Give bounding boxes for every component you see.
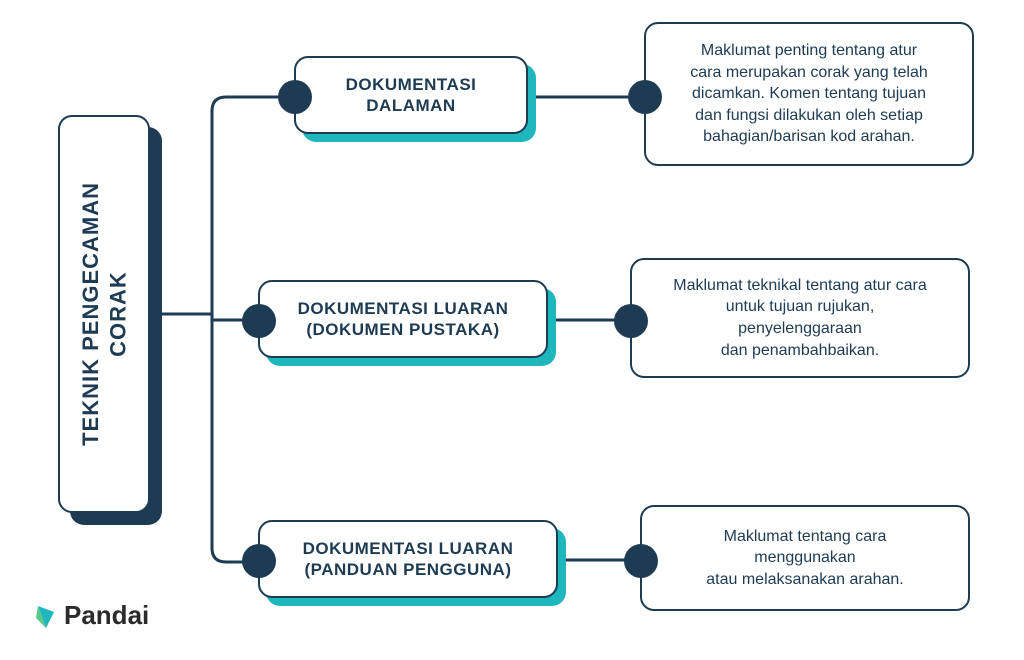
description-text: Maklumat tentang cara menggunakan atau m… [706, 526, 903, 591]
connector-dot [242, 304, 276, 338]
logo-icon [32, 602, 60, 630]
branch-label: DOKUMENTASI LUARAN (PANDUAN PENGGUNA) [303, 538, 514, 581]
root-box: TEKNIK PENGECAMAN CORAK [58, 115, 150, 513]
connector-dot [242, 544, 276, 578]
description-text: Maklumat penting tentang atur cara merup… [690, 40, 927, 148]
connector-dot [624, 544, 658, 578]
description-box: Maklumat penting tentang atur cara merup… [644, 22, 974, 166]
description-box: Maklumat tentang cara menggunakan atau m… [640, 505, 970, 611]
logo-text: Pandai [64, 600, 149, 631]
branch-label: DOKUMENTASI LUARAN (DOKUMEN PUSTAKA) [298, 298, 509, 341]
branch-box: DOKUMENTASI DALAMAN [294, 56, 528, 134]
description-box: Maklumat teknikal tentang atur cara untu… [630, 258, 970, 378]
branch-label: DOKUMENTASI DALAMAN [346, 74, 477, 117]
branch-box: DOKUMENTASI LUARAN (DOKUMEN PUSTAKA) [258, 280, 548, 358]
root-label: TEKNIK PENGECAMAN CORAK [77, 182, 132, 446]
connector-dot [278, 80, 312, 114]
branch-box: DOKUMENTASI LUARAN (PANDUAN PENGGUNA) [258, 520, 558, 598]
connector-dot [614, 304, 648, 338]
connector-dot [628, 80, 662, 114]
description-text: Maklumat teknikal tentang atur cara untu… [673, 275, 926, 361]
brand-logo: Pandai [32, 600, 149, 631]
